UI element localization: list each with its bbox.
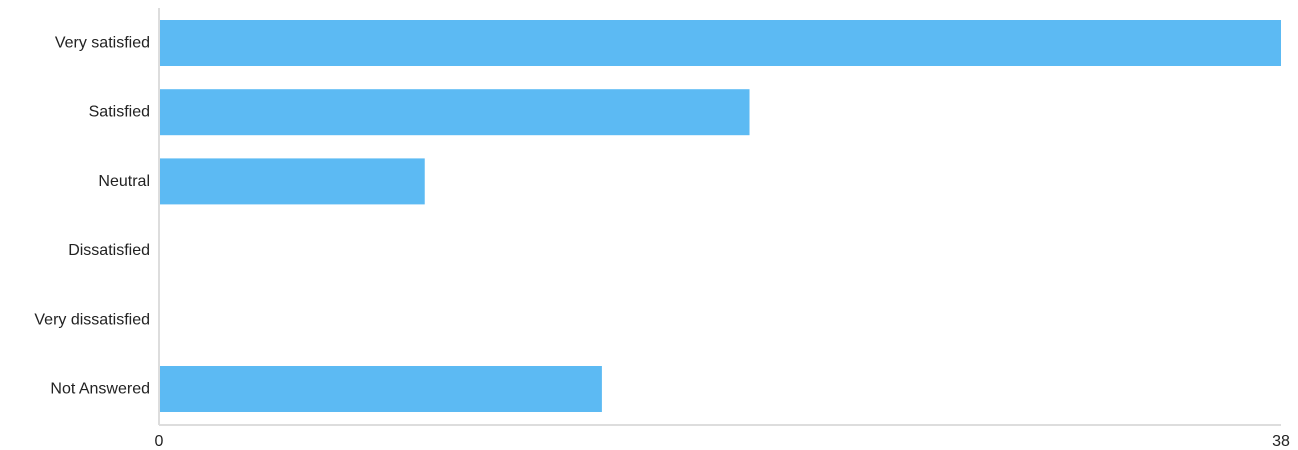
bar-not-answered	[159, 366, 602, 412]
x-tick-label-min: 0	[155, 433, 164, 450]
category-label-neutral: Neutral	[98, 173, 150, 190]
bar-neutral	[159, 158, 425, 205]
x-tick-label-max: 38	[1272, 433, 1290, 450]
category-labels: Very satisfied Satisfied Neutral Dissatisfi…	[34, 35, 150, 398]
category-label-dissatisfied: Dissatisfied	[68, 242, 150, 259]
bars-layer	[159, 20, 1281, 412]
bar-satisfied	[159, 89, 750, 136]
category-label-very-satisfied: Very satisfied	[55, 35, 150, 52]
category-label-satisfied: Satisfied	[89, 104, 150, 121]
category-label-not-answered: Not Answered	[50, 381, 150, 398]
bar-very-satisfied	[159, 20, 1281, 66]
category-label-very-dissatisfied: Very dissatisfied	[34, 311, 150, 328]
